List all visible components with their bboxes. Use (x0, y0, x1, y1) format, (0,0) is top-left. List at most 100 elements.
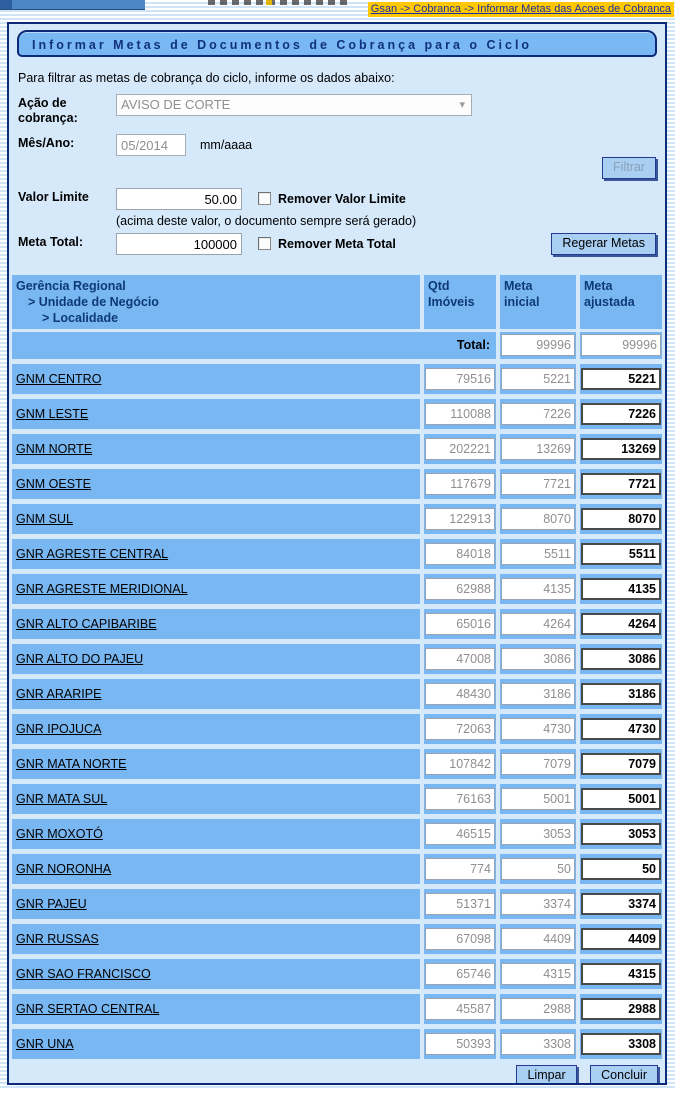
chevron-down-icon: ▾ (459, 99, 465, 111)
meta-inicial-input (501, 683, 575, 705)
table-row: GNR ALTO CAPIBARIBE (12, 609, 662, 639)
locality-link[interactable]: GNR UNA (16, 1037, 74, 1051)
table-row: GNM CENTRO (12, 364, 662, 394)
locality-link[interactable]: GNR RUSSAS (16, 932, 99, 946)
limpar-button[interactable]: Limpar (516, 1065, 577, 1083)
table-row: GNM SUL (12, 504, 662, 534)
meta-inicial-input (501, 858, 575, 880)
valor-limite-hint: (acima deste valor, o documento sempre s… (116, 214, 417, 228)
meta-total-input[interactable] (116, 233, 242, 255)
locality-link[interactable]: GNR MOXOTÓ (16, 827, 103, 841)
meta-inicial-input (501, 788, 575, 810)
remover-valor-limite-label: Remover Valor Limite (278, 192, 406, 206)
table-row: GNM LESTE (12, 399, 662, 429)
locality-link[interactable]: GNR ALTO CAPIBARIBE (16, 617, 157, 631)
meta-ajustada-input[interactable] (581, 543, 661, 565)
header-clipped-banner (0, 0, 145, 10)
header-gerencia-regional: Gerência Regional > Unidade de Negócio >… (12, 275, 420, 329)
page-title: Informar Metas de Documentos de Cobrança… (17, 30, 657, 57)
meta-ajustada-input[interactable] (581, 473, 661, 495)
qtd-imoveis-input (425, 718, 495, 740)
mes-ano-label: Mês/Ano: (18, 136, 75, 150)
meta-ajustada-input[interactable] (581, 963, 661, 985)
qtd-imoveis-input (425, 823, 495, 845)
remover-meta-total-checkbox[interactable] (258, 237, 271, 250)
locality-link[interactable]: GNM NORTE (16, 442, 93, 456)
locality-link[interactable]: GNR AGRESTE MERIDIONAL (16, 582, 188, 596)
qtd-imoveis-input (425, 1033, 495, 1055)
meta-ajustada-input[interactable] (581, 1033, 661, 1055)
meta-ajustada-input[interactable] (581, 613, 661, 635)
meta-ajustada-input[interactable] (581, 893, 661, 915)
locality-link[interactable]: GNR SERTAO CENTRAL (16, 1002, 160, 1016)
meta-ajustada-input[interactable] (581, 788, 661, 810)
meta-ajustada-input[interactable] (581, 368, 661, 390)
concluir-button[interactable]: Concluir (590, 1065, 658, 1083)
meta-inicial-input (501, 578, 575, 600)
meta-inicial-input (501, 998, 575, 1020)
meta-inicial-input (501, 753, 575, 775)
qtd-imoveis-input (425, 928, 495, 950)
qtd-imoveis-input (425, 648, 495, 670)
qtd-imoveis-input (425, 998, 495, 1020)
table-row: GNM NORTE (12, 434, 662, 464)
meta-inicial-input (501, 928, 575, 950)
meta-ajustada-input[interactable] (581, 578, 661, 600)
meta-inicial-input (501, 368, 575, 390)
table-row: GNR MATA NORTE (12, 749, 662, 779)
regerar-metas-button[interactable]: Regerar Metas (551, 233, 656, 255)
remover-valor-limite-checkbox[interactable] (258, 192, 271, 205)
table-row: GNR PAJEU (12, 889, 662, 919)
clipped-icon-fragment (266, 0, 272, 5)
meta-ajustada-input[interactable] (581, 753, 661, 775)
locality-link[interactable]: GNM OESTE (16, 477, 92, 491)
table-body: GNM CENTRO GNM LESTE (12, 364, 662, 1059)
table-row: GNR AGRESTE MERIDIONAL (12, 574, 662, 604)
qtd-imoveis-input (425, 438, 495, 460)
meta-inicial-input (501, 543, 575, 565)
locality-link[interactable]: GNR NORONHA (16, 862, 112, 876)
table-row: GNR ALTO DO PAJEU (12, 644, 662, 674)
locality-link[interactable]: GNR SAO FRANCISCO (16, 967, 151, 981)
valor-limite-input[interactable] (116, 188, 242, 210)
meta-ajustada-input[interactable] (581, 858, 661, 880)
meta-ajustada-input[interactable] (581, 508, 661, 530)
meta-inicial-input (501, 438, 575, 460)
locality-link[interactable]: GNM LESTE (16, 407, 89, 421)
table-row: GNR SAO FRANCISCO (12, 959, 662, 989)
qtd-imoveis-input (425, 858, 495, 880)
locality-link[interactable]: GNR ALTO DO PAJEU (16, 652, 144, 666)
locality-link[interactable]: GNR IPOJUCA (16, 722, 102, 736)
meta-ajustada-input[interactable] (581, 718, 661, 740)
meta-ajustada-input[interactable] (581, 403, 661, 425)
footer-buttons: Limpar Concluir (12, 1065, 662, 1083)
locality-link[interactable]: GNR PAJEU (16, 897, 87, 911)
total-label: Total: (12, 332, 496, 359)
total-meta-ajustada-input (581, 334, 661, 356)
table-row: GNR UNA (12, 1029, 662, 1059)
meta-inicial-input (501, 893, 575, 915)
meta-ajustada-input[interactable] (581, 823, 661, 845)
qtd-imoveis-input (425, 893, 495, 915)
locality-link[interactable]: GNM SUL (16, 512, 73, 526)
locality-link[interactable]: GNR MATA SUL (16, 792, 108, 806)
total-meta-inicial-input (501, 334, 575, 356)
qtd-imoveis-input (425, 683, 495, 705)
locality-link[interactable]: GNR AGRESTE CENTRAL (16, 547, 169, 561)
locality-link[interactable]: GNR ARARIPE (16, 687, 102, 701)
meta-ajustada-input[interactable] (581, 998, 661, 1020)
qtd-imoveis-input (425, 543, 495, 565)
table-header: Gerência Regional > Unidade de Negócio >… (12, 275, 662, 329)
locality-link[interactable]: GNM CENTRO (16, 372, 102, 386)
header-meta-ajustada: Meta ajustada (580, 275, 662, 329)
meta-ajustada-input[interactable] (581, 928, 661, 950)
breadcrumb[interactable]: Gsan -> Cobranca -> Informar Metas das A… (367, 2, 674, 17)
locality-link[interactable]: GNR MATA NORTE (16, 757, 127, 771)
meta-inicial-input (501, 473, 575, 495)
meta-ajustada-input[interactable] (581, 683, 661, 705)
table-row: GNR IPOJUCA (12, 714, 662, 744)
meta-ajustada-input[interactable] (581, 438, 661, 460)
valor-limite-label: Valor Limite (18, 190, 89, 204)
meta-ajustada-input[interactable] (581, 648, 661, 670)
remover-meta-total-label: Remover Meta Total (278, 237, 396, 251)
